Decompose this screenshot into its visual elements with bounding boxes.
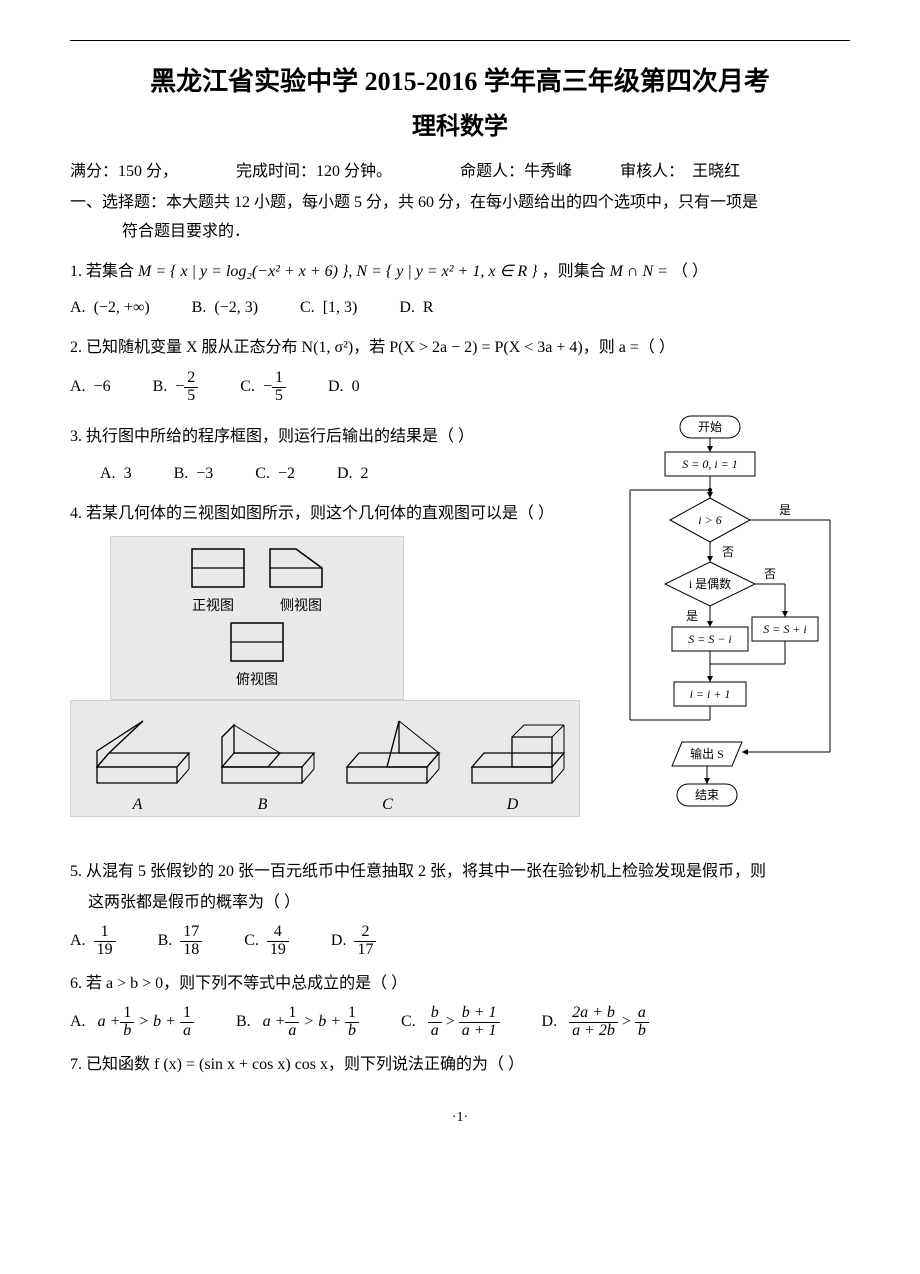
top-view-icon <box>227 619 287 665</box>
q3-opt-A: A. 3 <box>100 459 132 489</box>
q1-paren: （ ） <box>672 263 708 280</box>
solid-D: D <box>458 711 568 814</box>
q1-opt-D: D. R <box>399 293 433 323</box>
page-footer: ·1· <box>70 1110 850 1126</box>
solid-A-icon <box>83 711 193 789</box>
solid-C-icon <box>333 711 443 789</box>
page-subtitle: 理科数学 <box>70 106 850 141</box>
solid-D-icon <box>458 711 568 789</box>
q5-line1: 5. 从混有 5 张假钞的 20 张一百元纸币中任意抽取 2 张，将其中一张在验… <box>70 863 766 880</box>
reviewer: 王晓红 <box>692 157 740 181</box>
q5-options: A. 119 B. 1718 C. 419 D. 217 <box>70 924 850 959</box>
flowchart-svg: 开始 S = 0, i = 1 i > 6 是 否 i 是偶数 <box>610 412 850 842</box>
q3-options: A. 3 B. −3 C. −2 D. 2 <box>70 459 604 489</box>
solid-D-label: D <box>458 796 568 814</box>
front-view-icon <box>188 545 248 591</box>
svg-text:开始: 开始 <box>698 420 722 434</box>
q2-opt-A: A. −6 <box>70 372 111 402</box>
q6-opt-C: C. ba > b + 1a + 1 <box>401 1005 500 1040</box>
svg-text:否: 否 <box>722 545 734 559</box>
svg-text:i = i + 1: i = i + 1 <box>690 687 731 701</box>
front-view-label: 正视图 <box>178 595 248 615</box>
q3-opt-B: B. −3 <box>174 459 214 489</box>
q2-options: A. −6 B. −25 C. −15 D. 0 <box>70 370 850 405</box>
q1-math2: M ∩ N = <box>610 263 668 280</box>
time-label: 完成时间： <box>236 157 316 181</box>
question-6: 6. 若 a > b > 0，则下列不等式中总成立的是（ ） <box>70 969 850 999</box>
q5-opt-A: A. 119 <box>70 924 116 959</box>
page: 黑龙江省实验中学 2015-2016 学年高三年级第四次月考 理科数学 满分：1… <box>50 0 870 1146</box>
q1-opt-C: C. [1, 3) <box>300 293 357 323</box>
q3-opt-C: C. −2 <box>255 459 295 489</box>
svg-text:S = S − i: S = S − i <box>688 632 732 646</box>
svg-text:否: 否 <box>764 567 776 581</box>
svg-text:S = S + i: S = S + i <box>763 622 807 636</box>
views-row-2 <box>117 619 397 665</box>
author-label: 命题人： <box>460 157 524 181</box>
side-view-label: 侧视图 <box>266 595 336 615</box>
solid-C-label: C <box>333 796 443 814</box>
solid-B-icon <box>208 711 318 789</box>
q5-opt-D: D. 217 <box>331 924 377 959</box>
q1-text-a: 1. 若集合 <box>70 263 138 280</box>
side-view-icon <box>266 545 326 591</box>
q5-opt-B: B. 1718 <box>158 924 203 959</box>
full-marks-label: 满分： <box>70 157 118 181</box>
q2-opt-C: C. −15 <box>240 370 286 405</box>
views-row-1-lbl: 正视图 侧视图 <box>117 595 397 615</box>
q2-opt-D: D. 0 <box>328 372 360 402</box>
q2-opt-B: B. −25 <box>153 370 199 405</box>
q1-options: A. (−2, +∞) B. (−2, 3) C. [1, 3) D. R <box>70 293 850 323</box>
q6-opt-B: B. a +1a > b + 1b <box>236 1005 359 1040</box>
q1-math: M = { x | y = log₂(−x² + x + 6) }, N = {… <box>138 263 538 280</box>
q3-q4-left: 3. 执行图中所给的程序框图，则运行后输出的结果是（ ） A. 3 B. −3 … <box>70 412 604 816</box>
q1-text-b: ，则集合 <box>542 263 610 280</box>
q6-opt-D: D. 2a + ba + 2b > ab <box>542 1005 649 1040</box>
q3-q4-row: 3. 执行图中所给的程序框图，则运行后输出的结果是（ ） A. 3 B. −3 … <box>70 412 850 847</box>
top-rule <box>70 40 850 41</box>
q6-options: A. a +1b > b + 1a B. a +1a > b + 1b C. b… <box>70 1005 850 1040</box>
flowchart: 开始 S = 0, i = 1 i > 6 是 否 i 是偶数 <box>610 412 850 847</box>
views-row-1 <box>117 545 397 591</box>
section-1-head: 一、选择题：本大题共 12 小题，每小题 5 分，共 60 分，在每小题给出的四… <box>70 189 850 247</box>
views-row-2-lbl: 俯视图 <box>117 669 397 689</box>
solid-A-label: A <box>83 796 193 814</box>
top-view-label: 俯视图 <box>222 669 292 689</box>
solid-B: B <box>208 711 318 814</box>
svg-text:是: 是 <box>779 503 791 517</box>
section-1-head-line1: 一、选择题：本大题共 12 小题，每小题 5 分，共 60 分，在每小题给出的四… <box>70 194 758 211</box>
q3-opt-D: D. 2 <box>337 459 369 489</box>
q5-line2: 这两张都是假币的概率为（ ） <box>70 894 300 911</box>
page-title: 黑龙江省实验中学 2015-2016 学年高三年级第四次月考 <box>70 61 850 98</box>
author: 牛秀峰 <box>524 157 572 181</box>
svg-text:是: 是 <box>686 609 698 623</box>
q6-opt-A: A. a +1b > b + 1a <box>70 1005 194 1040</box>
question-1: 1. 若集合 M = { x | y = log₂(−x² + x + 6) }… <box>70 257 850 287</box>
svg-text:输出 S: 输出 S <box>690 746 724 761</box>
solid-B-label: B <box>208 796 318 814</box>
reviewer-label: 审核人： <box>620 157 684 181</box>
full-marks: 150 分， <box>118 157 178 181</box>
q1-opt-B: B. (−2, 3) <box>192 293 258 323</box>
time: 120 分钟。 <box>316 157 392 181</box>
svg-text:i > 6: i > 6 <box>698 513 721 527</box>
solid-C: C <box>333 711 443 814</box>
question-2: 2. 已知随机变量 X 服从正态分布 N(1, σ²)，若 P(X > 2a −… <box>70 333 850 363</box>
section-1-head-line2: 符合题目要求的． <box>70 218 850 247</box>
svg-text:结束: 结束 <box>695 788 719 802</box>
question-7: 7. 已知函数 f (x) = (sin x + cos x) cos x，则下… <box>70 1050 850 1080</box>
q5-opt-C: C. 419 <box>244 924 289 959</box>
three-views: 正视图 侧视图 俯视图 <box>110 536 404 700</box>
solids-row: A B <box>70 700 580 817</box>
svg-text:S = 0, i = 1: S = 0, i = 1 <box>682 457 738 471</box>
svg-text:i 是偶数: i 是偶数 <box>689 576 731 591</box>
question-4: 4. 若某几何体的三视图如图所示，则这个几何体的直观图可以是（ ） <box>70 499 604 529</box>
q1-opt-A: A. (−2, +∞) <box>70 293 150 323</box>
question-5: 5. 从混有 5 张假钞的 20 张一百元纸币中任意抽取 2 张，将其中一张在验… <box>70 857 850 918</box>
question-3: 3. 执行图中所给的程序框图，则运行后输出的结果是（ ） <box>70 422 604 452</box>
meta-line: 满分：150 分， 完成时间：120 分钟。 命题人：牛秀峰 审核人： 王晓红 <box>70 157 850 181</box>
solid-A: A <box>83 711 193 814</box>
